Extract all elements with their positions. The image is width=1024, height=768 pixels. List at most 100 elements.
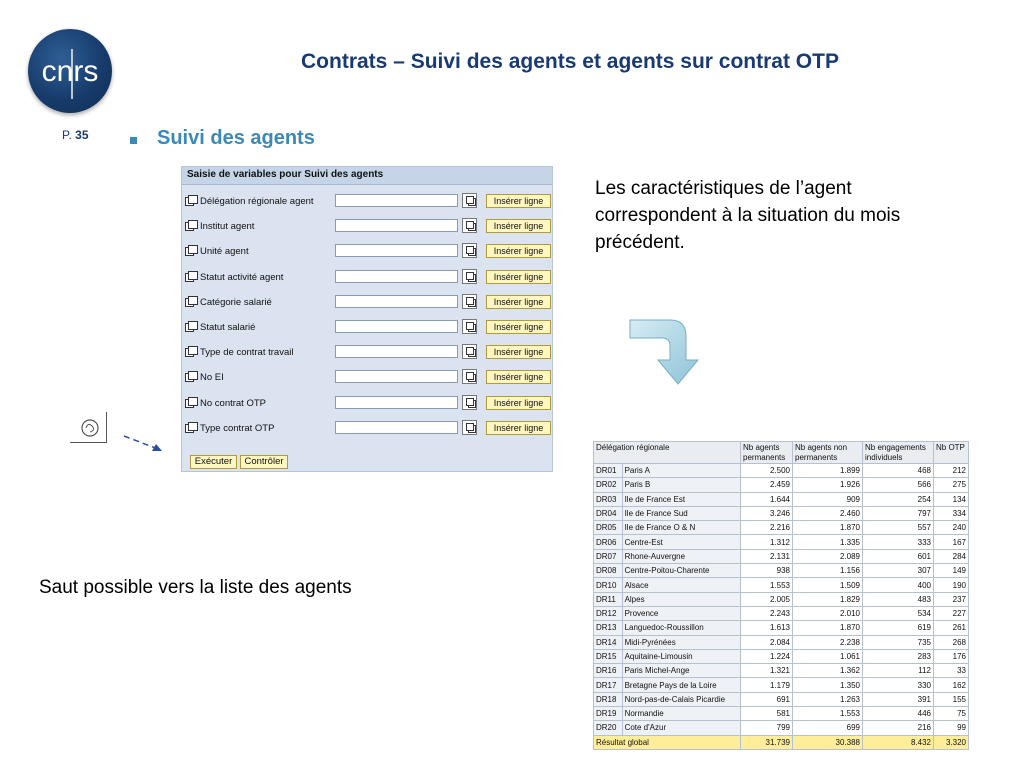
table-row: DR03 Ile de France Est 1.644 909 254 134	[593, 491, 969, 507]
form-row: Statut activité agent Insérer ligne	[182, 267, 554, 287]
table-cell: Bretagne Pays de la Loire	[621, 677, 742, 693]
table-cell: 155	[933, 691, 969, 708]
table-cell: 699	[792, 720, 863, 736]
table-cell: 581	[740, 706, 793, 722]
form-field-input[interactable]	[335, 320, 458, 333]
insert-line-button[interactable]: Insérer ligne	[486, 320, 551, 334]
table-row: DR18 Nord-pas-de-Calais Picardie 691 1.263 3…	[593, 691, 969, 708]
insert-line-button[interactable]: Insérer ligne	[486, 244, 551, 259]
table-row: DR13 Languedoc-Roussillon 1.613 1.870 619 261	[593, 620, 969, 636]
insert-line-button[interactable]: Insérer ligne	[486, 194, 551, 208]
form-row: Catégorie salarié Insérer ligne	[182, 292, 554, 312]
column-header: Nb agents permanents	[740, 441, 793, 464]
multiple-selection-icon[interactable]	[462, 394, 477, 410]
table-cell: 162	[933, 677, 969, 693]
table-cell: 534	[862, 605, 934, 622]
table-cell: 2.243	[740, 605, 793, 622]
table-cell: 1.335	[792, 534, 863, 550]
table-cell: 735	[862, 634, 934, 650]
multiple-selection-icon[interactable]	[462, 218, 477, 234]
form-field-input[interactable]	[335, 244, 458, 258]
check-button[interactable]: Contrôler	[240, 455, 288, 469]
form-field-input[interactable]	[335, 420, 458, 434]
table-cell: Nord-pas-de-Calais Picardie	[621, 691, 742, 708]
table-cell: 1.263	[792, 691, 863, 708]
table-row: DR11 Alpes 2.005 1.829 483 237	[593, 591, 969, 607]
table-cell: DR06	[593, 534, 623, 550]
insert-line-button[interactable]: Insérer ligne	[486, 269, 551, 284]
results-table: Délégation régionale Nb agents permanent…	[593, 441, 969, 750]
down-turn-arrow-icon	[629, 319, 700, 385]
multiple-selection-icon[interactable]	[462, 319, 477, 334]
variable-icon	[185, 220, 198, 232]
form-field-input[interactable]	[335, 294, 458, 308]
variable-icon	[185, 421, 198, 433]
table-cell: 190	[933, 577, 969, 593]
form-field-input[interactable]	[335, 370, 458, 384]
table-cell: 1.870	[792, 620, 863, 636]
table-total-cell: 31.739	[740, 734, 793, 750]
form-field-input[interactable]	[335, 269, 458, 283]
execute-sap-icon[interactable]	[70, 412, 107, 443]
variable-icon	[185, 346, 198, 358]
table-cell: 2.459	[740, 477, 793, 493]
column-header: Nb engagements individuels	[862, 441, 934, 464]
table-row: DR02 Paris B 2.459 1.926 566 275	[593, 477, 969, 493]
table-cell: 2.238	[792, 634, 863, 650]
table-cell: 254	[862, 491, 934, 507]
table-cell: DR07	[593, 548, 623, 565]
table-cell: DR12	[593, 605, 623, 622]
insert-line-button[interactable]: Insérer ligne	[486, 370, 551, 385]
form-field-label: Type contrat OTP	[200, 422, 275, 434]
multiple-selection-icon[interactable]	[462, 369, 477, 385]
table-cell: 167	[933, 534, 969, 550]
table-cell: 1.224	[740, 648, 793, 665]
table-cell: Paris A	[621, 462, 742, 479]
table-cell: 1.156	[792, 563, 863, 579]
insert-line-button[interactable]: Insérer ligne	[486, 345, 551, 360]
multiple-selection-icon[interactable]	[462, 293, 477, 309]
table-cell: 2.084	[740, 634, 793, 650]
table-row: DR05 Ile de France O & N 2.216 1.870 557 240	[593, 520, 969, 536]
table-cell: DR20	[593, 720, 623, 736]
form-field-input[interactable]	[335, 194, 458, 207]
table-row: DR19 Normandie 581 1.553 446 75	[593, 706, 969, 722]
variables-form: Saisie de variables pour Suivi des agent…	[181, 166, 553, 472]
table-cell: 268	[933, 634, 969, 650]
table-cell: 2.216	[740, 520, 793, 536]
jump-text: Saut possible vers la liste des agents	[39, 577, 352, 598]
table-cell: 1.509	[792, 577, 863, 593]
table-cell: 557	[862, 520, 934, 536]
form-field-label: Catégorie salarié	[200, 296, 272, 308]
form-field-label: Statut salarié	[200, 322, 256, 333]
multiple-selection-icon[interactable]	[462, 243, 477, 259]
execute-button[interactable]: Exécuter	[190, 455, 237, 469]
table-total-cell: 8.432	[862, 734, 934, 750]
form-field-input[interactable]	[335, 395, 458, 409]
form-field-input[interactable]	[335, 219, 458, 233]
dashed-arrow-icon	[123, 435, 162, 451]
insert-line-button[interactable]: Insérer ligne	[486, 395, 551, 410]
multiple-selection-icon[interactable]	[462, 344, 477, 360]
table-cell: 75	[933, 706, 969, 722]
table-cell: DR02	[593, 477, 623, 493]
table-cell: Paris Michel-Ange	[621, 663, 742, 679]
form-field-input[interactable]	[335, 345, 458, 359]
bullet-icon	[130, 137, 137, 144]
form-field-label: Type de contrat travail	[200, 347, 294, 359]
insert-line-button[interactable]: Insérer ligne	[486, 420, 551, 435]
table-cell: 799	[740, 720, 793, 736]
insert-line-button[interactable]: Insérer ligne	[486, 294, 551, 309]
multiple-selection-icon[interactable]	[462, 193, 477, 208]
table-cell: 909	[792, 491, 863, 507]
table-cell: 400	[862, 577, 934, 593]
multiple-selection-icon[interactable]	[462, 268, 477, 284]
table-cell: 1.899	[792, 462, 863, 479]
table-cell: 284	[933, 548, 969, 565]
insert-line-button[interactable]: Insérer ligne	[486, 219, 551, 234]
table-cell: DR16	[593, 663, 623, 679]
table-cell: 2.010	[792, 605, 863, 622]
table-cell: 1.321	[740, 663, 793, 679]
multiple-selection-icon[interactable]	[462, 419, 477, 435]
table-cell: 1.362	[792, 663, 863, 679]
